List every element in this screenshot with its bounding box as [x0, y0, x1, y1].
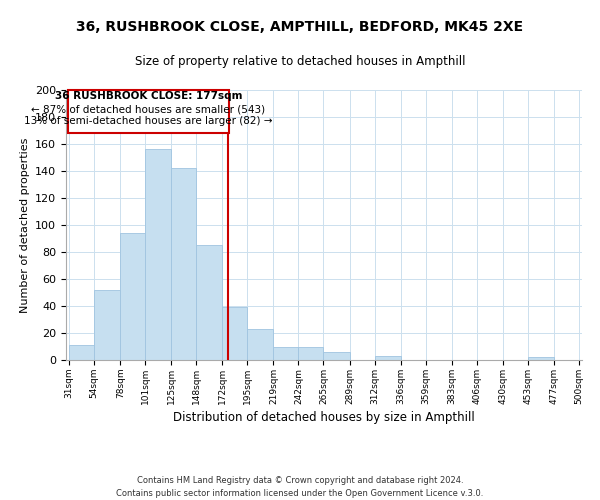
Bar: [374, 356, 401, 360]
X-axis label: Distribution of detached houses by size in Ampthill: Distribution of detached houses by size …: [173, 411, 475, 424]
Text: 13% of semi-detached houses are larger (82) →: 13% of semi-detached houses are larger (…: [25, 116, 273, 126]
Bar: [223, 308, 247, 360]
Text: Contains HM Land Registry data © Crown copyright and database right 2024.: Contains HM Land Registry data © Crown c…: [137, 476, 463, 485]
Bar: [121, 233, 145, 360]
Text: 36, RUSHBROOK CLOSE, AMPTHILL, BEDFORD, MK45 2XE: 36, RUSHBROOK CLOSE, AMPTHILL, BEDFORD, …: [76, 20, 524, 34]
Bar: [172, 168, 196, 360]
Text: Size of property relative to detached houses in Ampthill: Size of property relative to detached ho…: [135, 55, 465, 68]
FancyBboxPatch shape: [68, 90, 229, 133]
Bar: [94, 290, 121, 360]
Bar: [196, 245, 223, 360]
Bar: [247, 329, 274, 360]
Text: 36 RUSHBROOK CLOSE: 177sqm: 36 RUSHBROOK CLOSE: 177sqm: [55, 92, 242, 102]
Bar: [527, 358, 554, 360]
Y-axis label: Number of detached properties: Number of detached properties: [20, 138, 29, 312]
Text: ← 87% of detached houses are smaller (543): ← 87% of detached houses are smaller (54…: [31, 104, 266, 115]
Bar: [145, 150, 172, 360]
Bar: [69, 345, 94, 360]
Bar: [298, 346, 323, 360]
Text: Contains public sector information licensed under the Open Government Licence v.: Contains public sector information licen…: [116, 488, 484, 498]
Bar: [323, 352, 350, 360]
Bar: [274, 346, 298, 360]
